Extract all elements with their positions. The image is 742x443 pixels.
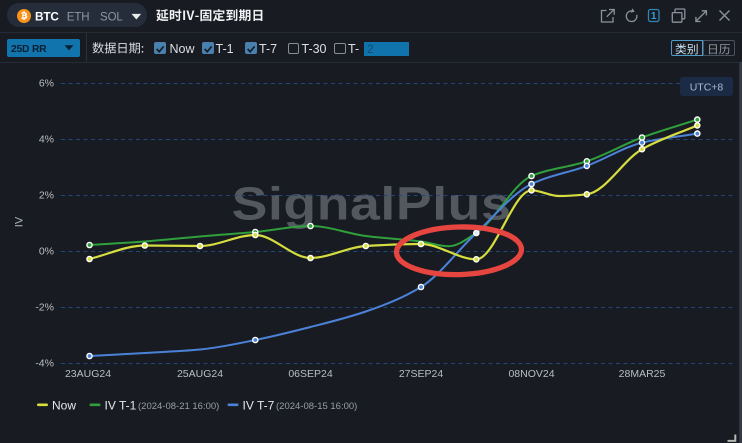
svg-text:SOL: SOL	[100, 11, 123, 23]
svg-text:28MAR25: 28MAR25	[619, 368, 666, 380]
svg-text:27SEP24: 27SEP24	[399, 368, 444, 380]
svg-text:1: 1	[651, 11, 657, 22]
svg-text:Now: Now	[52, 399, 76, 413]
svg-text:08NOV24: 08NOV24	[508, 368, 554, 380]
svg-text:SignalPlus: SignalPlus	[232, 178, 512, 230]
svg-text:-2%: -2%	[35, 302, 54, 314]
svg-text:2%: 2%	[39, 190, 54, 202]
svg-text:(2024-08-15 16:00): (2024-08-15 16:00)	[276, 401, 357, 412]
svg-text:6%: 6%	[39, 78, 54, 90]
svg-text:(2024-08-21 16:00): (2024-08-21 16:00)	[138, 401, 219, 412]
svg-text:4%: 4%	[39, 134, 54, 146]
svg-text:25AUG24: 25AUG24	[177, 368, 223, 380]
svg-text:IV: IV	[14, 216, 26, 227]
svg-text:ETH: ETH	[67, 11, 90, 23]
svg-text:06SEP24: 06SEP24	[288, 368, 333, 380]
svg-text:BTC: BTC	[35, 9, 59, 23]
svg-text:25D RR: 25D RR	[11, 44, 47, 55]
svg-text:0%: 0%	[39, 246, 54, 258]
svg-text:IV T-1: IV T-1	[105, 399, 137, 413]
svg-text:IV T-7: IV T-7	[243, 399, 275, 413]
svg-text:23AUG24: 23AUG24	[65, 368, 111, 380]
svg-text:-4%: -4%	[35, 358, 54, 370]
svg-text:UTC+8: UTC+8	[690, 82, 724, 94]
